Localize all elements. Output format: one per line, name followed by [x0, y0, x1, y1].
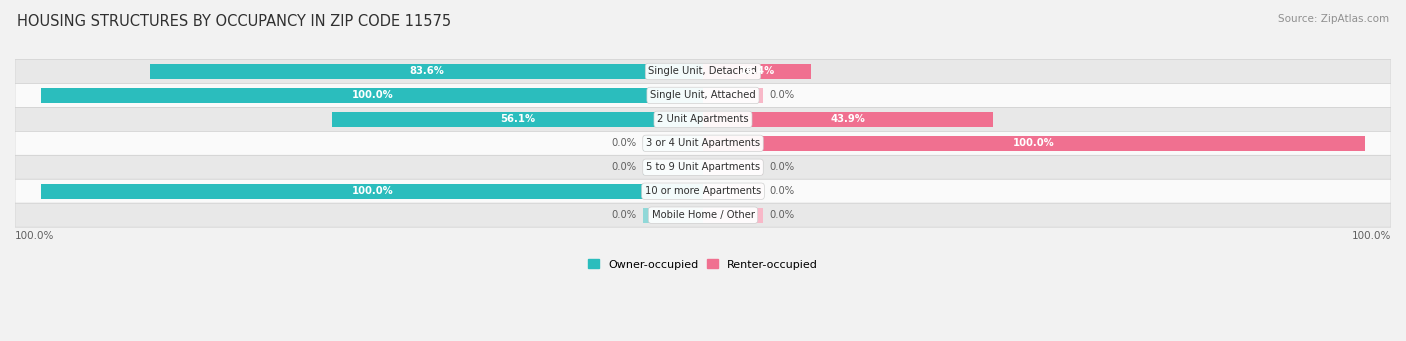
Legend: Owner-occupied, Renter-occupied: Owner-occupied, Renter-occupied: [583, 255, 823, 274]
Bar: [703, 112, 994, 127]
Text: 0.0%: 0.0%: [769, 210, 794, 220]
Text: 0.0%: 0.0%: [769, 186, 794, 196]
Text: 100.0%: 100.0%: [1012, 138, 1054, 148]
Bar: [644, 136, 703, 151]
Bar: [332, 112, 703, 127]
Bar: [703, 160, 762, 175]
Bar: [644, 208, 703, 223]
Bar: [703, 136, 1365, 151]
Text: 0.0%: 0.0%: [769, 90, 794, 101]
Text: 56.1%: 56.1%: [501, 114, 536, 124]
Text: 16.4%: 16.4%: [740, 66, 775, 76]
Text: 83.6%: 83.6%: [409, 66, 444, 76]
FancyBboxPatch shape: [15, 107, 1391, 131]
Bar: [644, 160, 703, 175]
Text: 0.0%: 0.0%: [612, 162, 637, 172]
Text: 43.9%: 43.9%: [831, 114, 866, 124]
Bar: [150, 64, 703, 79]
FancyBboxPatch shape: [15, 84, 1391, 107]
Text: Single Unit, Attached: Single Unit, Attached: [650, 90, 756, 101]
Bar: [41, 184, 703, 199]
Text: 10 or more Apartments: 10 or more Apartments: [645, 186, 761, 196]
Bar: [703, 208, 762, 223]
Text: 100.0%: 100.0%: [352, 90, 394, 101]
FancyBboxPatch shape: [15, 155, 1391, 179]
Text: 0.0%: 0.0%: [612, 138, 637, 148]
Text: 100.0%: 100.0%: [352, 186, 394, 196]
Bar: [703, 184, 762, 199]
Text: 2 Unit Apartments: 2 Unit Apartments: [657, 114, 749, 124]
Text: Mobile Home / Other: Mobile Home / Other: [651, 210, 755, 220]
FancyBboxPatch shape: [15, 179, 1391, 203]
FancyBboxPatch shape: [15, 60, 1391, 84]
Text: Single Unit, Detached: Single Unit, Detached: [648, 66, 758, 76]
Bar: [703, 88, 762, 103]
Text: 0.0%: 0.0%: [769, 162, 794, 172]
Bar: [41, 88, 703, 103]
FancyBboxPatch shape: [15, 203, 1391, 227]
Text: Source: ZipAtlas.com: Source: ZipAtlas.com: [1278, 14, 1389, 24]
Bar: [703, 64, 811, 79]
Text: 0.0%: 0.0%: [612, 210, 637, 220]
FancyBboxPatch shape: [15, 131, 1391, 155]
Text: 3 or 4 Unit Apartments: 3 or 4 Unit Apartments: [645, 138, 761, 148]
Text: 5 to 9 Unit Apartments: 5 to 9 Unit Apartments: [645, 162, 761, 172]
Text: HOUSING STRUCTURES BY OCCUPANCY IN ZIP CODE 11575: HOUSING STRUCTURES BY OCCUPANCY IN ZIP C…: [17, 14, 451, 29]
Text: 100.0%: 100.0%: [1351, 231, 1391, 241]
Text: 100.0%: 100.0%: [15, 231, 55, 241]
